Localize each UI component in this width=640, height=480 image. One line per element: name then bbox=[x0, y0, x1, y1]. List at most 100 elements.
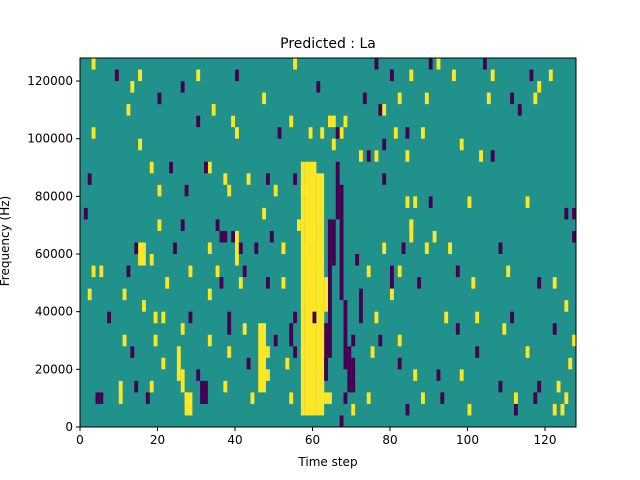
heatmap-cell bbox=[366, 150, 371, 162]
heatmap-cell bbox=[223, 173, 228, 185]
heatmap-cell bbox=[134, 380, 139, 393]
heatmap-cell bbox=[455, 265, 460, 278]
x-tick-label: 100 bbox=[456, 433, 479, 447]
heatmap-band bbox=[176, 346, 181, 381]
heatmap-cell bbox=[285, 357, 290, 370]
heatmap-cell bbox=[475, 311, 480, 324]
heatmap-cell bbox=[277, 127, 282, 139]
heatmap-cell bbox=[196, 115, 201, 128]
heatmap-cell bbox=[405, 196, 410, 208]
heatmap-cell bbox=[107, 311, 111, 324]
heatmap-band bbox=[351, 357, 356, 393]
heatmap-cells bbox=[83, 58, 576, 427]
heatmap-cell bbox=[293, 311, 297, 324]
heatmap-band bbox=[238, 242, 243, 255]
heatmap-cell bbox=[343, 115, 348, 128]
heatmap-band bbox=[316, 219, 321, 266]
heatmap-cell bbox=[436, 58, 441, 70]
heatmap-cell bbox=[157, 92, 162, 105]
heatmap-cell bbox=[502, 323, 507, 335]
heatmap-cell bbox=[564, 207, 569, 220]
heatmap-cell bbox=[475, 346, 480, 358]
heatmap-cell bbox=[548, 69, 553, 82]
heatmap-cell bbox=[188, 311, 193, 324]
heatmap-cell bbox=[242, 323, 247, 335]
heatmap-cell bbox=[250, 392, 255, 404]
heatmap-cell bbox=[483, 58, 487, 70]
heatmap-cell bbox=[211, 104, 216, 116]
x-axis: 0 20 40 60 80 100 120 bbox=[76, 427, 556, 447]
heatmap-band bbox=[405, 150, 410, 162]
heatmap-band bbox=[180, 369, 185, 393]
heatmap-cell bbox=[227, 311, 232, 324]
heatmap-cell bbox=[180, 81, 185, 93]
heatmap-cell bbox=[351, 380, 356, 393]
heatmap-cell bbox=[331, 115, 336, 128]
heatmap-cell bbox=[273, 184, 278, 197]
heatmap-cell bbox=[498, 380, 503, 393]
heatmap-cell bbox=[262, 207, 266, 220]
heatmap-cell bbox=[180, 323, 185, 335]
heatmap-cell bbox=[378, 334, 383, 347]
heatmap-cell bbox=[281, 277, 286, 289]
heatmap-cell bbox=[269, 230, 274, 243]
heatmap-cell bbox=[134, 242, 139, 255]
heatmap-cell bbox=[126, 104, 131, 116]
heatmap-cell bbox=[161, 311, 166, 324]
heatmap-cell bbox=[238, 277, 243, 289]
y-tick-label: 100000 bbox=[27, 132, 73, 146]
heatmap-cell bbox=[428, 196, 433, 208]
heatmap-cell bbox=[556, 380, 561, 393]
heatmap-cell bbox=[254, 242, 259, 255]
heatmap-cell bbox=[215, 265, 220, 278]
heatmap-cell bbox=[122, 334, 127, 347]
heatmap-cell bbox=[390, 69, 394, 82]
heatmap-cell bbox=[223, 380, 228, 393]
heatmap-cell bbox=[490, 69, 495, 82]
heatmap-cell bbox=[498, 242, 503, 255]
heatmap-band bbox=[200, 380, 208, 404]
heatmap-band bbox=[328, 392, 332, 404]
heatmap-cell bbox=[529, 69, 534, 82]
heatmap-cell bbox=[424, 92, 429, 105]
y-axis: 0 20000 40000 60000 80000 100000 120000 bbox=[27, 74, 80, 434]
y-tick-label: 0 bbox=[65, 420, 73, 434]
heatmap-band bbox=[293, 346, 297, 358]
heatmap-band bbox=[219, 230, 228, 243]
heatmap-cell bbox=[560, 403, 565, 416]
heatmap-cell bbox=[99, 392, 104, 404]
heatmap-cell bbox=[366, 265, 371, 278]
x-tick-label: 60 bbox=[305, 433, 320, 447]
heatmap-cell bbox=[397, 334, 402, 347]
heatmap-cell bbox=[331, 138, 336, 151]
y-tick-label: 20000 bbox=[35, 362, 73, 376]
heatmap-cell bbox=[374, 150, 379, 162]
heatmap-cell bbox=[142, 300, 146, 312]
heatmap-cell bbox=[204, 161, 208, 174]
heatmap-cell bbox=[390, 288, 394, 301]
x-tick-label: 80 bbox=[382, 433, 397, 447]
heatmap-cell bbox=[455, 323, 460, 335]
heatmap-cell bbox=[266, 277, 270, 289]
heatmap-cell bbox=[366, 392, 371, 404]
heatmap-cell bbox=[568, 357, 573, 370]
heatmap-cell bbox=[517, 104, 522, 116]
heatmap-cell bbox=[459, 138, 464, 151]
heatmap-cell bbox=[138, 69, 142, 82]
heatmap-band bbox=[289, 323, 294, 347]
heatmap-cell bbox=[87, 288, 92, 301]
heatmap-cell bbox=[525, 196, 530, 208]
heatmap-cell bbox=[289, 392, 294, 404]
heatmap-cell bbox=[320, 127, 325, 139]
heatmap-cell bbox=[339, 415, 344, 427]
heatmap-cell bbox=[324, 392, 328, 404]
heatmap-cell bbox=[91, 127, 96, 139]
heatmap-cell bbox=[157, 184, 162, 197]
heatmap-band bbox=[324, 323, 328, 381]
heatmap-cell bbox=[188, 265, 193, 278]
heatmap-cell bbox=[262, 369, 266, 381]
heatmap-cell bbox=[413, 196, 418, 208]
heatmap-cell bbox=[207, 242, 212, 255]
heatmap-cell bbox=[506, 265, 511, 278]
